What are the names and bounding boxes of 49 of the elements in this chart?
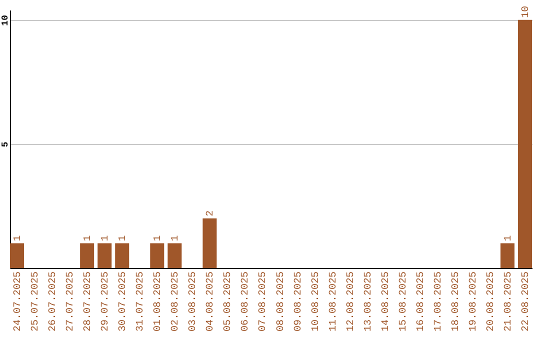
x-tick-label: 06.08.2025 bbox=[240, 272, 252, 332]
x-tick-label: 14.08.2025 bbox=[380, 272, 392, 332]
x-tick-label: 09.08.2025 bbox=[293, 272, 304, 332]
bar bbox=[98, 243, 112, 268]
x-tick-label: 07.08.2025 bbox=[258, 272, 270, 332]
y-tick-label: 5 bbox=[0, 142, 10, 148]
bar bbox=[168, 243, 182, 268]
x-tick-label: 15.08.2025 bbox=[398, 272, 410, 332]
x-tick-label: 13.08.2025 bbox=[363, 272, 374, 332]
data-label: 1 bbox=[153, 235, 164, 242]
data-label: 1 bbox=[170, 235, 182, 242]
data-label: 1 bbox=[100, 235, 112, 242]
x-tick-label: 24.07.2025 bbox=[13, 272, 24, 332]
data-label: 1 bbox=[503, 235, 514, 242]
bar bbox=[10, 243, 24, 268]
bar bbox=[80, 243, 94, 268]
x-tick-label: 21.08.2025 bbox=[503, 272, 514, 332]
x-tick-label: 19.08.2025 bbox=[468, 272, 480, 332]
x-tick-label: 05.08.2025 bbox=[223, 272, 234, 332]
x-tick-label: 12.08.2025 bbox=[346, 272, 357, 332]
x-tick-label: 30.07.2025 bbox=[118, 272, 130, 332]
x-tick-label: 16.08.2025 bbox=[416, 272, 427, 332]
x-tick-label: 20.08.2025 bbox=[486, 272, 497, 332]
data-label: 1 bbox=[83, 235, 94, 242]
data-label: 10 bbox=[520, 6, 532, 18]
x-tick-label: 17.08.2025 bbox=[433, 272, 444, 332]
x-tick-label: 02.08.2025 bbox=[170, 272, 182, 332]
x-tick-label: 28.07.2025 bbox=[83, 272, 94, 332]
data-label: 2 bbox=[206, 210, 217, 216]
bar bbox=[150, 243, 164, 268]
bar bbox=[500, 243, 514, 268]
x-tick-label: 11.08.2025 bbox=[328, 272, 340, 332]
x-tick-label: 01.08.2025 bbox=[153, 272, 164, 332]
bar bbox=[115, 243, 130, 268]
x-tick-label: 26.07.2025 bbox=[48, 272, 60, 332]
x-tick-label: 08.08.2025 bbox=[276, 272, 287, 332]
bar bbox=[518, 20, 532, 268]
x-tick-label: 31.07.2025 bbox=[136, 272, 147, 332]
data-label: 1 bbox=[13, 235, 24, 242]
x-tick-label: 25.07.2025 bbox=[30, 272, 42, 332]
x-tick-label: 29.07.2025 bbox=[100, 272, 112, 332]
x-tick-label: 18.08.2025 bbox=[450, 272, 462, 332]
bar bbox=[202, 218, 217, 268]
x-tick-label: 22.08.2025 bbox=[520, 272, 532, 332]
x-tick-label: 03.08.2025 bbox=[188, 272, 200, 332]
x-tick-label: 27.07.2025 bbox=[66, 272, 77, 332]
x-tick-label: 10.08.2025 bbox=[310, 272, 322, 332]
data-label: 1 bbox=[118, 235, 130, 242]
x-tick-label: 04.08.2025 bbox=[206, 272, 217, 332]
